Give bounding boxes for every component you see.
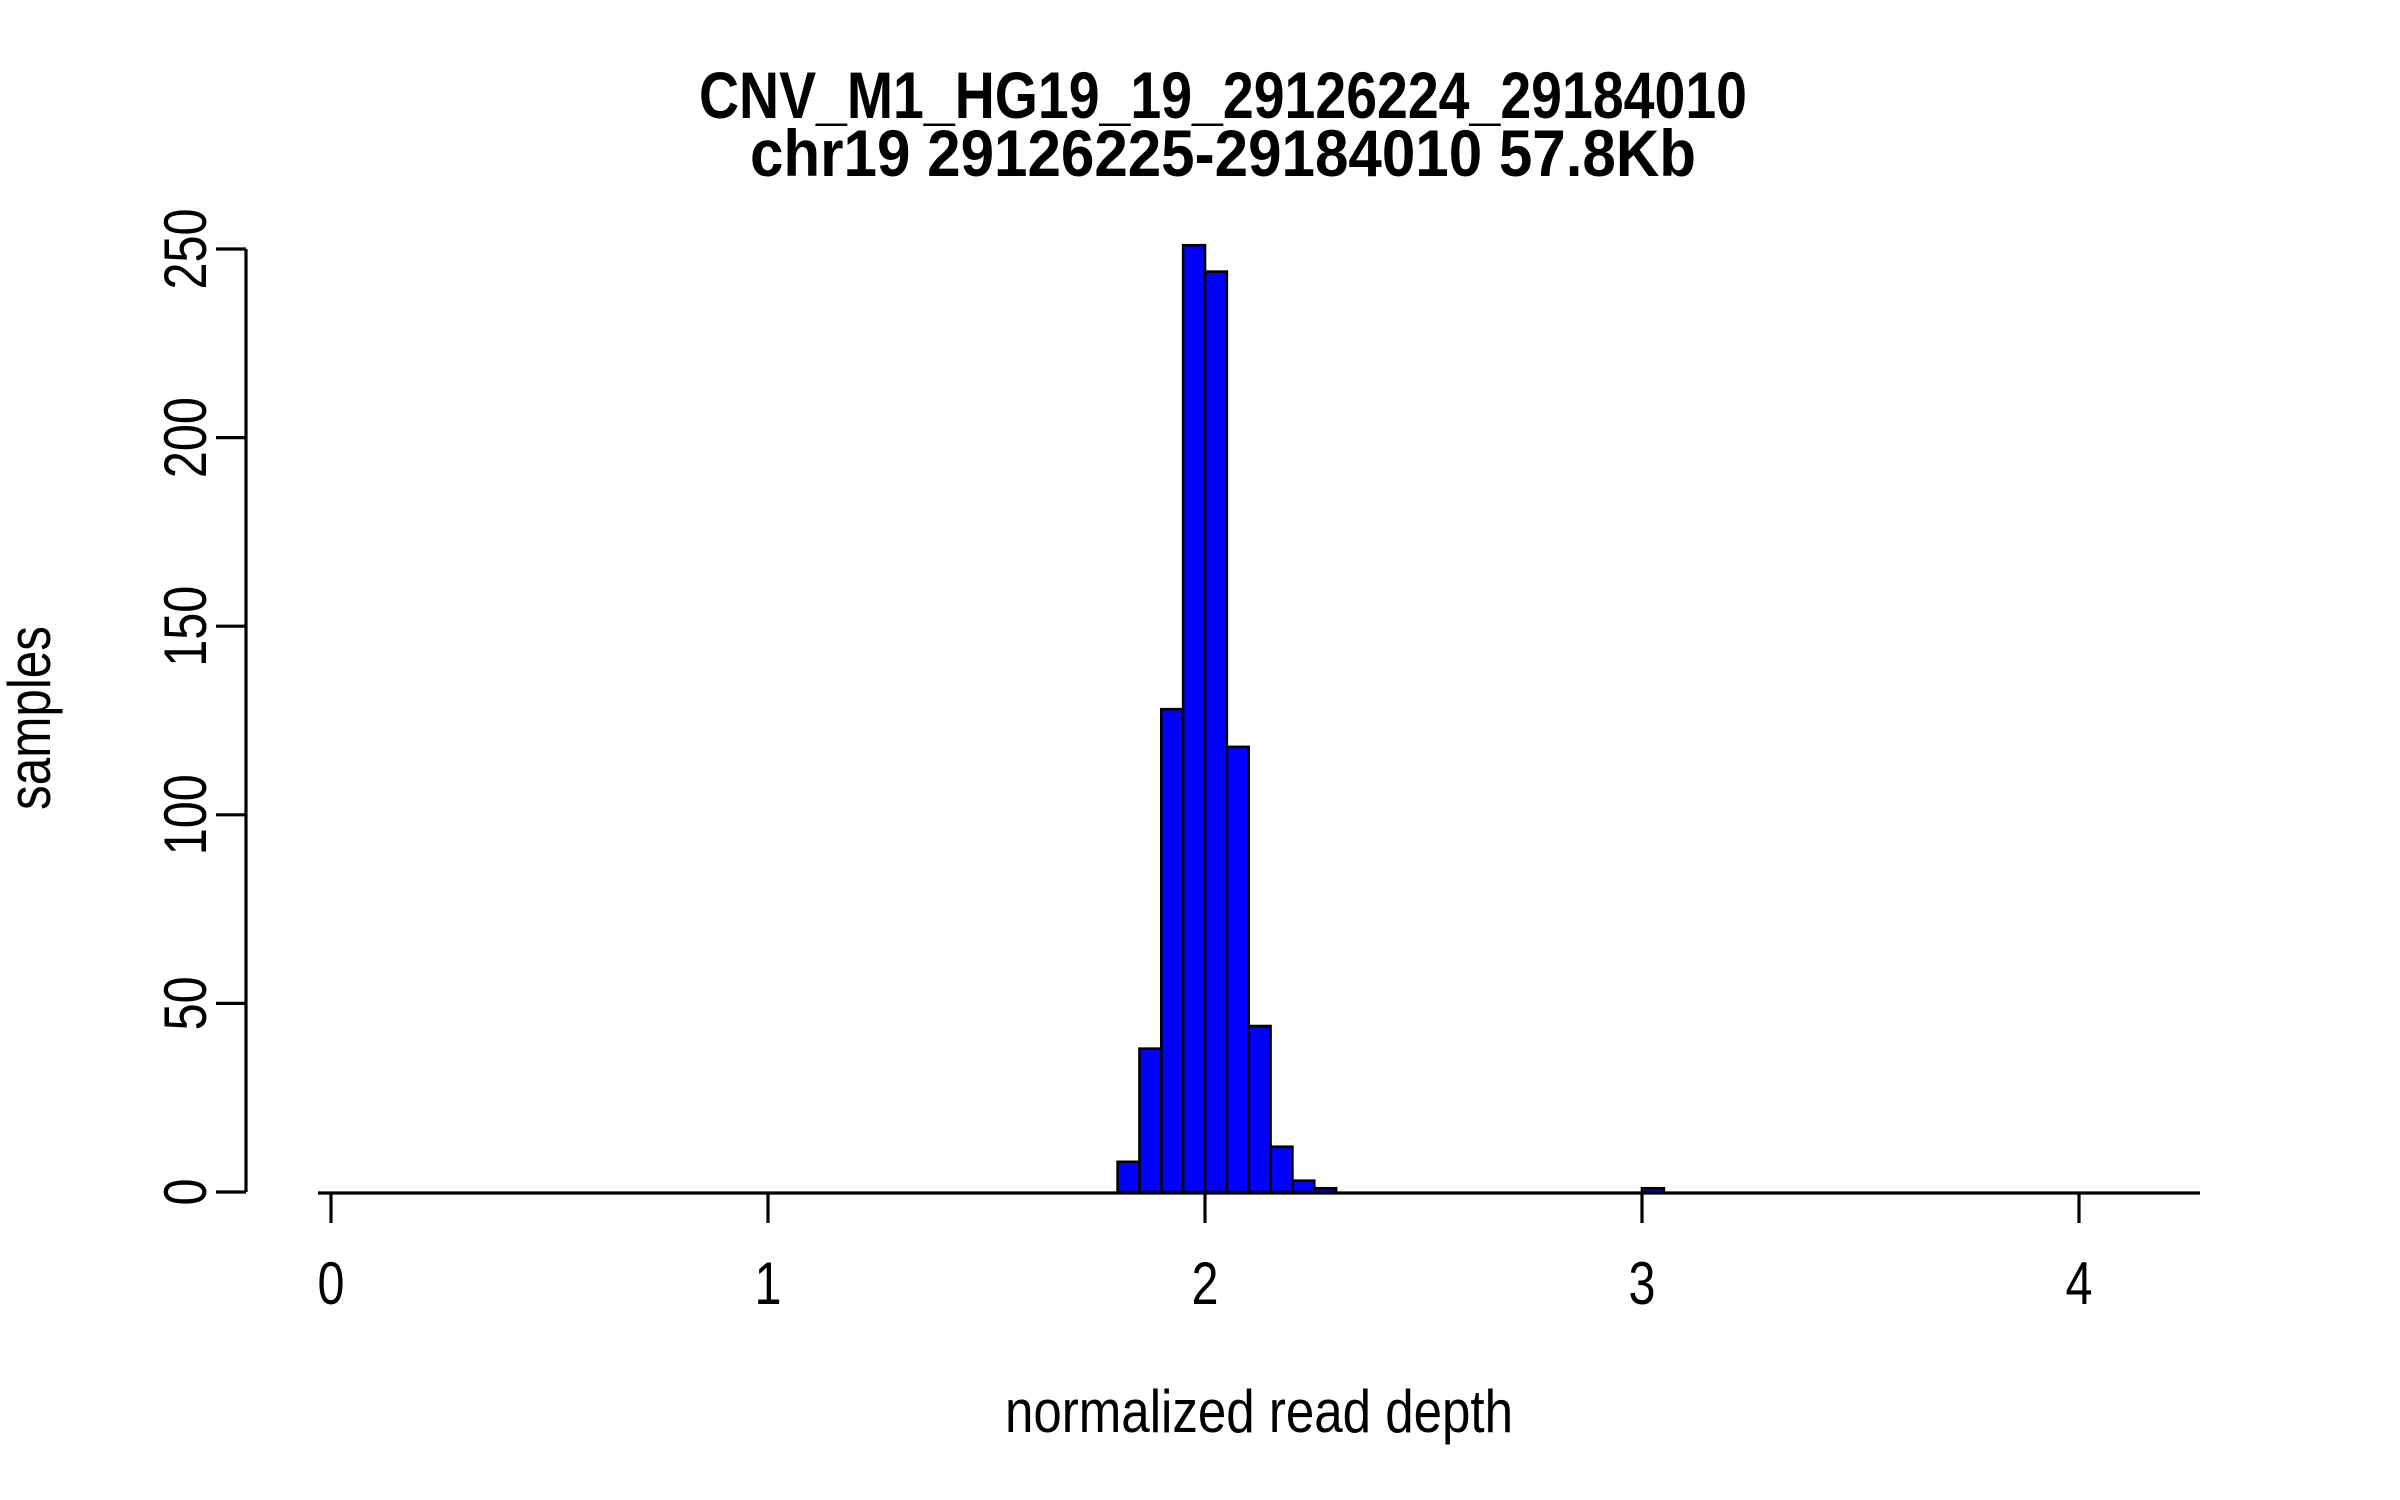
y-axis-label: samples xyxy=(0,626,63,810)
histogram-bar xyxy=(1312,1186,1338,1194)
y-tick-label: 100 xyxy=(152,774,219,855)
x-tick-label: 1 xyxy=(755,1250,782,1317)
chart-title-line1: CNV_M1_HG19_19_29126224_29184010 xyxy=(699,58,1747,132)
y-tick-label: 50 xyxy=(152,976,219,1030)
x-axis: 0 1 2 3 4 xyxy=(318,1191,2200,1317)
x-tick-label: 4 xyxy=(2066,1250,2093,1317)
histogram-bars xyxy=(1116,243,1666,1194)
histogram-bar xyxy=(1269,1145,1294,1194)
histogram-bar xyxy=(1247,1024,1272,1194)
histogram-bar xyxy=(1225,745,1250,1194)
y-axis: 0 50 100 150 200 250 xyxy=(152,209,248,1206)
x-axis-label: normalized read depth xyxy=(1005,1378,1513,1445)
histogram-bar xyxy=(1160,707,1185,1194)
y-tick-label: 200 xyxy=(152,397,219,478)
histogram-bar xyxy=(1640,1186,1666,1194)
x-tick-label: 2 xyxy=(1192,1250,1219,1317)
y-tick-label: 250 xyxy=(152,209,219,290)
x-tick-label: 3 xyxy=(1629,1250,1656,1317)
y-tick-label: 150 xyxy=(152,586,219,667)
x-tick-label: 0 xyxy=(318,1250,345,1317)
y-tick-label: 0 xyxy=(152,1179,219,1206)
histogram-bar xyxy=(1291,1179,1316,1194)
histogram-bar xyxy=(1138,1047,1163,1194)
histogram-bar xyxy=(1181,243,1207,1194)
histogram-bar xyxy=(1203,270,1229,1194)
chart-title-line2: chr19 29126225-29184010 57.8Kb xyxy=(750,116,1696,190)
histogram-bar xyxy=(1116,1160,1141,1194)
